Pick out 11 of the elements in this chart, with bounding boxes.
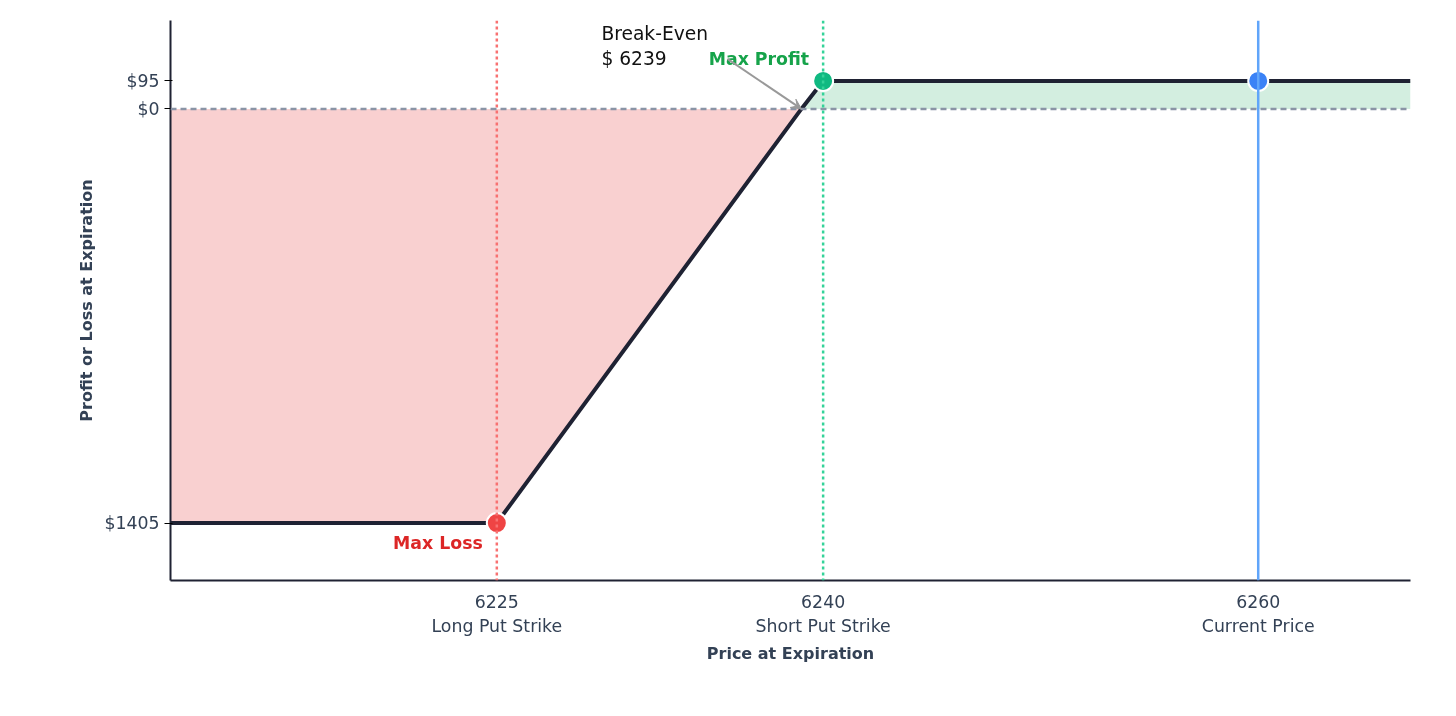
x-axis-title: Price at Expiration (706, 643, 875, 663)
y-axis-title: Profit or Loss at Expiration (77, 179, 97, 422)
annotation: Break-Even $ 6239 (601, 22, 709, 69)
y-tick-label: $95 (126, 70, 160, 91)
annotation: Max Loss (393, 533, 483, 554)
y-tick-label: $1405 (104, 513, 160, 534)
x-tick-label: 6260 Current Price (1201, 591, 1315, 636)
y-tick-label: $0 (137, 98, 160, 119)
x-tick-label: 6225 Long Put Strike (431, 591, 563, 636)
annotation: Max Profit (708, 48, 810, 69)
x-tick-label: 6240 Short Put Strike (755, 591, 891, 636)
